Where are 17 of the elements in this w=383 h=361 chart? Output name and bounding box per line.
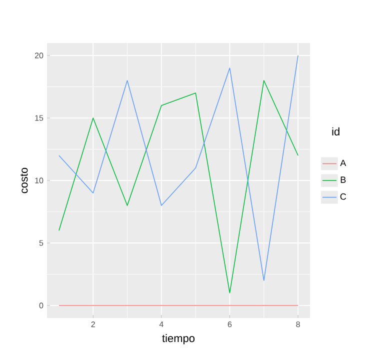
x-tick-label: 6 <box>228 322 232 328</box>
x-tick-label: 8 <box>296 322 300 328</box>
y-tick-label: 10 <box>35 178 44 184</box>
y-tick-label: 20 <box>34 52 44 58</box>
legend-label: C <box>340 193 346 200</box>
x-axis-title: tiempo <box>162 334 195 344</box>
y-tick-label: 5 <box>39 240 44 246</box>
line-series <box>58 80 298 294</box>
x-tick-label: 2 <box>91 322 95 328</box>
legend-title: id <box>332 127 340 136</box>
legend-label: A <box>340 160 346 166</box>
line-series <box>58 55 298 281</box>
x-tick-label: 4 <box>159 322 164 328</box>
y-tick-label: 15 <box>35 115 44 121</box>
legend-label: B <box>340 176 346 183</box>
y-tick-label: 0 <box>39 302 44 308</box>
y-axis-title: costo <box>20 168 28 194</box>
